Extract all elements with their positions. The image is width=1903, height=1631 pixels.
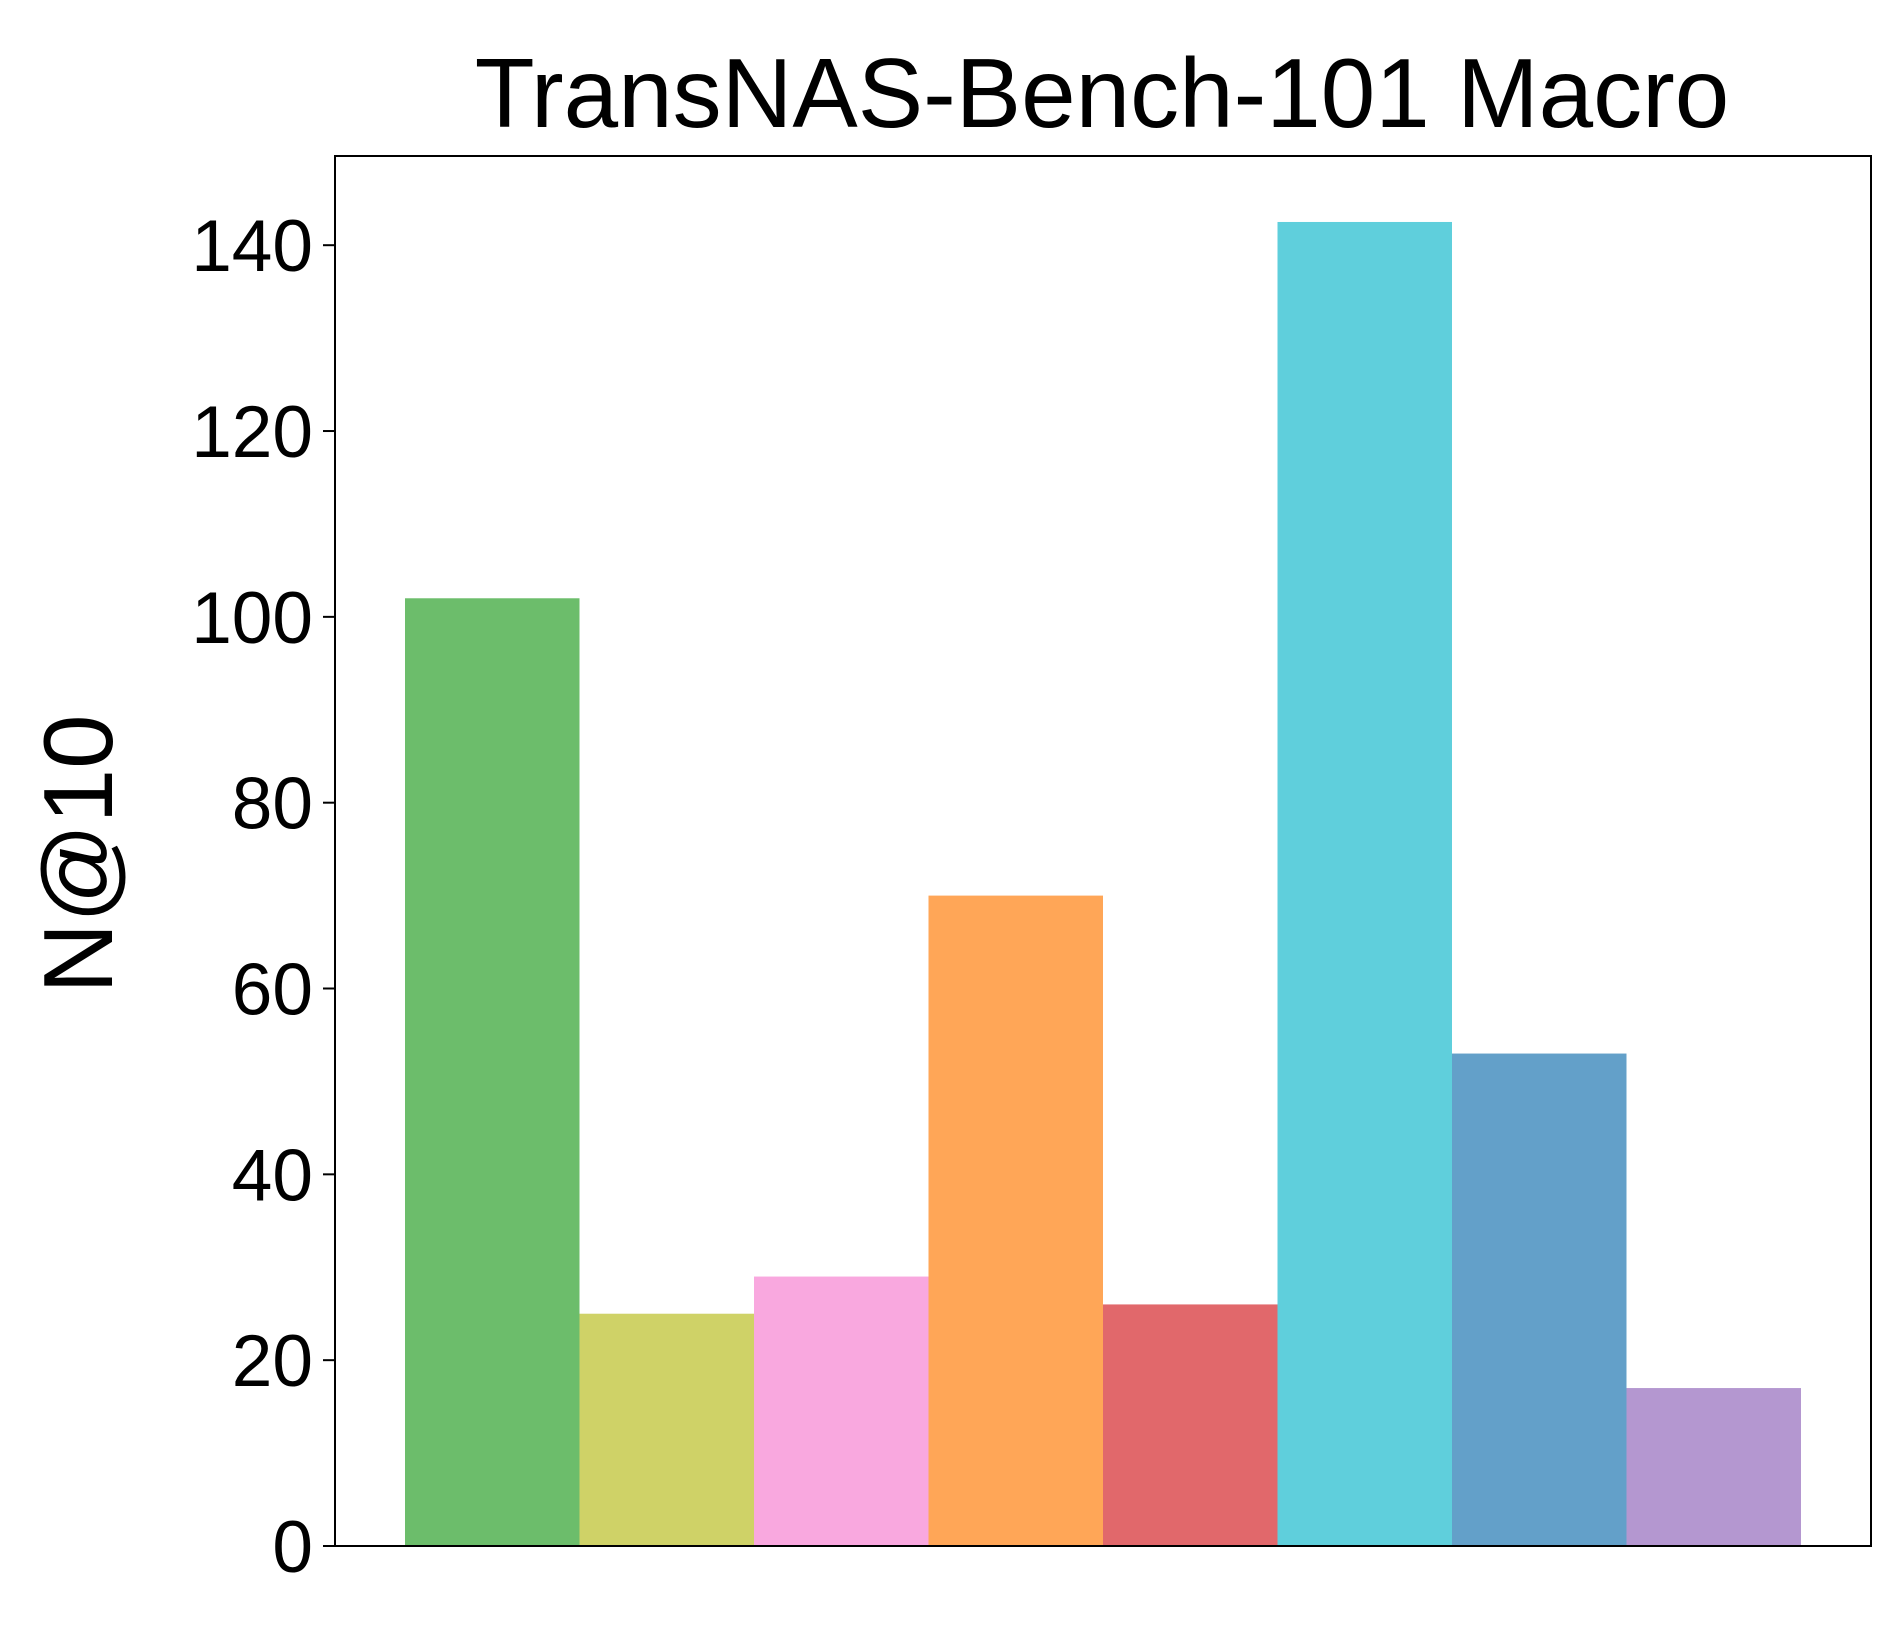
y-axis-label: N@10 (23, 714, 133, 993)
bar (1626, 1388, 1801, 1546)
y-tick-label: 20 (232, 1321, 313, 1402)
bar (579, 1313, 754, 1546)
y-tick-label: 0 (272, 1507, 313, 1588)
bar (754, 1276, 929, 1546)
y-tick-label: 140 (191, 206, 313, 287)
bar (1103, 1304, 1278, 1546)
y-tick-label: 80 (232, 764, 313, 845)
bar (928, 895, 1103, 1546)
chart-title: TransNAS-Bench-101 Macro (475, 38, 1730, 148)
bar (405, 598, 580, 1546)
y-tick-label: 120 (191, 392, 313, 473)
y-tick-label: 100 (191, 578, 313, 659)
plot-area: 0 20 40 60 80 100 120 140 (191, 206, 1801, 1588)
y-tick-label: 40 (232, 1135, 313, 1216)
y-tick-label: 60 (232, 950, 313, 1031)
axes-frame (334, 155, 1872, 1547)
bar (1452, 1053, 1627, 1546)
bar (1277, 221, 1452, 1547)
